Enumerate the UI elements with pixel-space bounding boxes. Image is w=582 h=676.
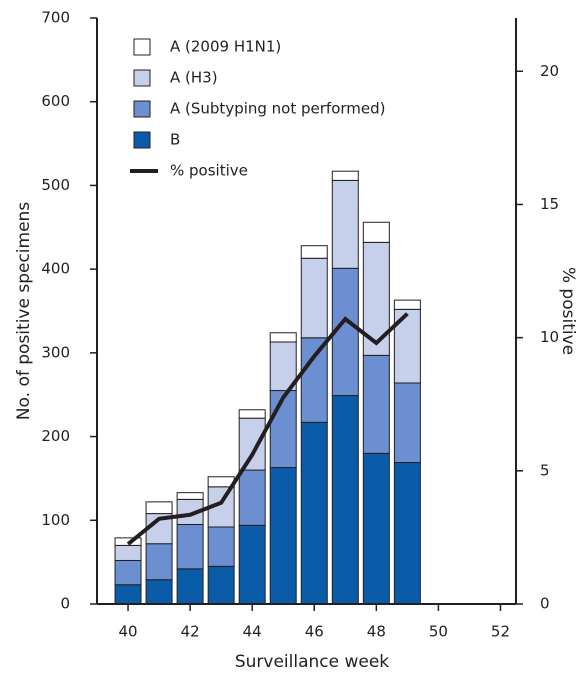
bar-segment [176,492,204,500]
legend-label: B [170,131,180,149]
x-tick-label: 42 [181,623,200,641]
x-tick-label: 52 [491,623,510,641]
bar-segment [114,544,142,561]
y-tick-label: 0 [60,595,70,613]
bar-segment [114,559,142,586]
legend-swatch [133,69,151,87]
bar-segment [145,579,173,605]
bar-segment [300,421,328,605]
bar-segment [207,565,235,605]
y-tick-label: 600 [41,92,70,110]
bar-segment [300,337,328,423]
y-axis-title: No. of positive specimens [14,202,34,420]
bar-segment [176,523,204,570]
legend-label: A (Subtyping not performed) [170,100,386,118]
bar-segment [114,584,142,605]
y2-tick-label: 10 [540,328,559,346]
y-tick-label: 700 [41,9,70,27]
y-tick-label: 100 [41,511,70,529]
x-tick-label: 46 [305,623,324,641]
y-tick-label: 300 [41,343,70,361]
bar-segment [145,543,173,581]
legend-label: A (H3) [170,69,218,87]
bar-segment [393,382,421,464]
x-tick-label: 44 [243,623,262,641]
legend-swatch [133,131,151,149]
y-tick-label: 400 [41,260,70,278]
legend-swatch [133,100,151,118]
bar-segment [331,179,359,269]
bar-segment [362,221,390,243]
bar-segment [331,395,359,605]
x-tick-label: 48 [367,623,386,641]
legend-label: A (2009 H1N1) [170,38,281,56]
bar-segment [269,390,297,469]
y-tick-label: 200 [41,427,70,445]
y2-tick-label: 15 [540,195,559,213]
bar-segment [238,417,266,471]
y2-axis-title: % positive [558,267,578,355]
bar-segment [269,341,297,392]
bar-segment [300,245,328,259]
x-tick-label: 50 [429,623,448,641]
y2-tick-label: 0 [540,595,550,613]
x-axis-title: Surveillance week [235,652,389,672]
bar-segment [269,467,297,605]
y2-tick-label: 5 [540,461,550,479]
y-tick-label: 500 [41,176,70,194]
bar-segment [238,409,266,419]
y2-tick-label: 20 [540,62,559,80]
legend-swatch [133,38,151,56]
bar-segment [362,452,390,605]
bar-segment [362,354,390,454]
bar-segment [207,526,235,567]
legend-label: % positive [170,162,248,180]
bar-segment [238,469,266,526]
bar-segment [393,299,421,310]
bar-segment [300,257,328,339]
bar-segment [145,501,173,515]
bar-segment [238,524,266,605]
line-series [126,312,409,546]
bar-segment [393,462,421,605]
x-tick-label: 40 [118,623,137,641]
bar-segment [331,170,359,181]
bar-segment [269,332,297,343]
bar-segment [176,568,204,605]
